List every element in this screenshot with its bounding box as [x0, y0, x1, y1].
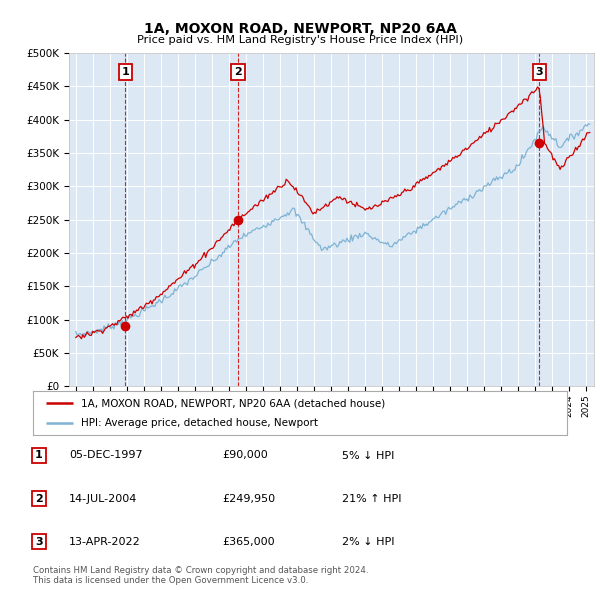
Text: 2: 2 — [35, 494, 43, 503]
Text: Price paid vs. HM Land Registry's House Price Index (HPI): Price paid vs. HM Land Registry's House … — [137, 35, 463, 45]
Text: 3: 3 — [35, 537, 43, 546]
Text: HPI: Average price, detached house, Newport: HPI: Average price, detached house, Newp… — [81, 418, 318, 428]
Text: £90,000: £90,000 — [222, 451, 268, 460]
Text: 1A, MOXON ROAD, NEWPORT, NP20 6AA (detached house): 1A, MOXON ROAD, NEWPORT, NP20 6AA (detac… — [81, 398, 385, 408]
Text: 13-APR-2022: 13-APR-2022 — [69, 537, 141, 546]
Text: 21% ↑ HPI: 21% ↑ HPI — [342, 494, 401, 503]
Text: 1: 1 — [35, 451, 43, 460]
Text: £365,000: £365,000 — [222, 537, 275, 546]
Text: Contains HM Land Registry data © Crown copyright and database right 2024.
This d: Contains HM Land Registry data © Crown c… — [33, 566, 368, 585]
Text: 14-JUL-2004: 14-JUL-2004 — [69, 494, 137, 503]
Text: 5% ↓ HPI: 5% ↓ HPI — [342, 451, 394, 460]
Text: 2: 2 — [234, 67, 242, 77]
Text: 05-DEC-1997: 05-DEC-1997 — [69, 451, 143, 460]
Text: £249,950: £249,950 — [222, 494, 275, 503]
Text: 3: 3 — [535, 67, 543, 77]
Text: 1: 1 — [122, 67, 129, 77]
Text: 1A, MOXON ROAD, NEWPORT, NP20 6AA: 1A, MOXON ROAD, NEWPORT, NP20 6AA — [143, 22, 457, 37]
Text: 2% ↓ HPI: 2% ↓ HPI — [342, 537, 395, 546]
